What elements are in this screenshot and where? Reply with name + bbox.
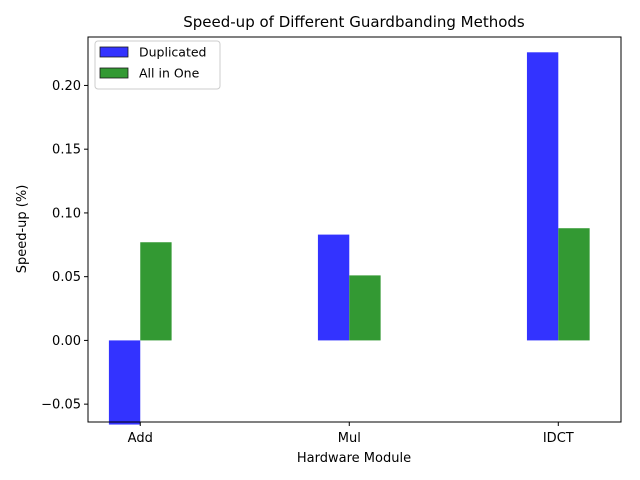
plot-frame	[87, 36, 622, 423]
y-tick-label: −0.05	[41, 398, 81, 413]
chart-title: Speed-up of Different Guardbanding Metho…	[183, 13, 525, 31]
y-tick-label: 0.15	[52, 143, 81, 158]
legend-label-duplicated: Duplicated	[139, 45, 207, 60]
x-tick-label: IDCT	[543, 431, 574, 446]
legend: Duplicated All in One	[94, 40, 221, 90]
x-tick-label: Add	[128, 431, 153, 446]
bar-duplicated-add	[108, 340, 141, 425]
y-tick-label: 0.10	[52, 206, 81, 221]
bar-all-in-one-add	[140, 242, 172, 341]
y-tick-label: 0.05	[52, 270, 81, 285]
y-axis-title: Speed-up (%)	[15, 185, 30, 274]
legend-swatch-all-in-one	[99, 67, 129, 79]
x-tick-label: Mul	[338, 431, 361, 446]
bar-duplicated-mul	[317, 234, 350, 341]
bar-all-in-one-idct	[558, 228, 590, 341]
y-tick-label: 0.00	[52, 334, 81, 349]
x-axis-title: Hardware Module	[297, 451, 411, 466]
bar-duplicated-idct	[526, 52, 559, 341]
bar-all-in-one-mul	[349, 275, 381, 341]
legend-label-all-in-one: All in One	[139, 66, 200, 81]
legend-swatch-duplicated	[99, 46, 129, 58]
y-tick-label: 0.20	[52, 79, 81, 94]
plot-area: −0.05 0.00 0.05 0.10 0.15 0.20 Add Mul IDCT	[41, 52, 590, 446]
